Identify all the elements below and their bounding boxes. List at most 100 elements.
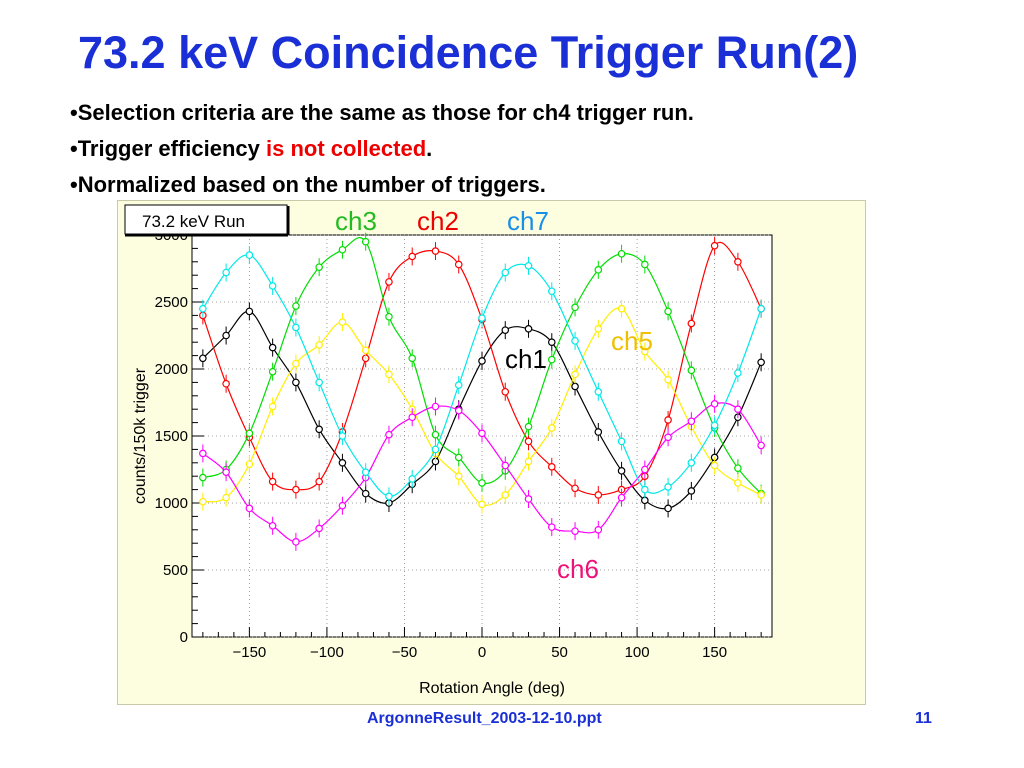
chart-svg: −150 −100 −50 0 50 100 15005001000150020002500… (124, 204, 773, 697)
x-tick-label: −100 (310, 644, 344, 661)
series-ch5 (199, 299, 765, 514)
data-point-ch7 (571, 337, 579, 345)
data-point-ch1 (664, 504, 672, 513)
data-point-ch2 (687, 319, 696, 328)
data-point-ch2 (222, 379, 230, 388)
data-point-ch6 (664, 433, 672, 442)
bullet-text: . (426, 136, 433, 161)
data-point-ch1 (292, 378, 300, 387)
x-axis-label: Rotation Angle (deg) (419, 680, 565, 697)
data-point-ch5 (710, 461, 719, 470)
data-point-ch3 (687, 366, 696, 375)
bullet-list: •Selection criteria are the same as thos… (70, 95, 694, 203)
chart-title: 73.2 keV Run (142, 212, 245, 231)
legend-label-ch2: ch2 (417, 206, 459, 236)
data-point-ch7 (594, 387, 603, 396)
data-point-ch2 (571, 484, 579, 493)
data-point-ch7 (408, 475, 417, 483)
bullet-text: is not collected (266, 136, 427, 161)
data-point-ch3 (594, 266, 603, 274)
y-axis-label: counts/150k trigger (132, 367, 149, 504)
data-point-ch2 (292, 485, 300, 494)
data-point-ch2 (454, 260, 463, 269)
data-point-ch2 (664, 416, 672, 424)
data-point-ch3 (292, 302, 300, 310)
x-tick-label: 150 (702, 644, 727, 661)
data-point-ch7 (385, 492, 393, 501)
data-point-ch1 (245, 307, 254, 316)
data-point-ch1 (478, 357, 486, 365)
data-point-ch1 (594, 428, 603, 436)
data-point-ch6 (338, 501, 347, 510)
data-point-ch1 (524, 325, 533, 333)
x-tick-label: 50 (551, 644, 568, 661)
data-point-ch3 (734, 464, 742, 472)
data-point-ch6 (431, 402, 440, 411)
data-point-ch7 (617, 437, 626, 446)
data-point-ch6 (571, 527, 579, 535)
data-point-ch7 (757, 304, 765, 313)
data-point-ch7 (547, 287, 556, 296)
legend-label-ch1: ch1 (505, 344, 547, 374)
data-point-ch3 (199, 473, 207, 482)
data-point-ch3 (385, 312, 393, 321)
data-point-ch5 (315, 341, 323, 349)
data-point-ch3 (641, 260, 649, 269)
data-point-ch7 (454, 381, 463, 389)
data-point-ch5 (268, 402, 277, 411)
data-point-ch6 (617, 493, 626, 502)
data-point-ch7 (664, 483, 672, 491)
data-point-ch1 (547, 338, 556, 347)
series-ch7 (199, 246, 765, 506)
data-point-ch1 (687, 487, 696, 495)
data-point-ch1 (361, 489, 370, 498)
data-point-ch6 (315, 524, 323, 533)
data-point-ch3 (664, 307, 672, 316)
data-point-ch3 (431, 430, 440, 439)
data-point-ch3 (571, 303, 579, 312)
data-point-ch2 (710, 241, 719, 250)
data-point-ch3 (617, 249, 626, 258)
bullet-item: •Trigger efficiency is not collected. (70, 131, 694, 167)
page-number: 11 (915, 710, 932, 727)
x-tick-label: 100 (625, 644, 650, 661)
data-point-ch7 (268, 282, 277, 290)
data-point-ch5 (617, 304, 626, 313)
data-point-ch6 (408, 413, 417, 422)
data-point-ch7 (524, 262, 533, 270)
data-point-ch5 (734, 479, 742, 487)
data-point-ch5 (641, 347, 649, 356)
data-point-ch2 (385, 278, 393, 286)
data-point-ch1 (268, 343, 277, 352)
data-point-ch6 (292, 538, 300, 546)
data-point-ch2 (501, 387, 510, 396)
y-tick-label: 500 (163, 562, 188, 579)
data-point-ch7 (338, 432, 347, 440)
x-tick-label: 0 (478, 644, 486, 661)
legend-label-ch3: ch3 (335, 206, 377, 236)
data-point-ch6 (454, 406, 463, 415)
data-point-ch6 (245, 504, 254, 513)
data-point-ch5 (199, 497, 207, 506)
bullet-item: •Selection criteria are the same as thos… (70, 95, 694, 131)
data-point-ch5 (222, 493, 230, 502)
data-point-ch5 (757, 491, 765, 499)
y-tick-label: 2000 (155, 361, 188, 378)
data-point-ch3 (268, 367, 277, 376)
x-tick-label: −150 (232, 644, 266, 661)
data-point-ch5 (361, 346, 370, 355)
data-point-ch1 (315, 425, 323, 434)
data-point-ch6 (757, 441, 765, 450)
data-point-ch3 (361, 237, 370, 246)
data-point-ch1 (501, 326, 510, 334)
data-point-ch6 (385, 430, 393, 439)
data-point-ch5 (385, 370, 393, 379)
data-point-ch6 (268, 521, 277, 530)
data-point-ch6 (734, 405, 742, 414)
legend-label-ch6: ch6 (557, 554, 599, 584)
y-tick-label: 1500 (155, 428, 188, 445)
data-point-ch7 (315, 378, 323, 387)
data-point-ch2 (547, 463, 556, 471)
data-point-ch5 (454, 472, 463, 481)
data-point-ch6 (594, 525, 603, 534)
